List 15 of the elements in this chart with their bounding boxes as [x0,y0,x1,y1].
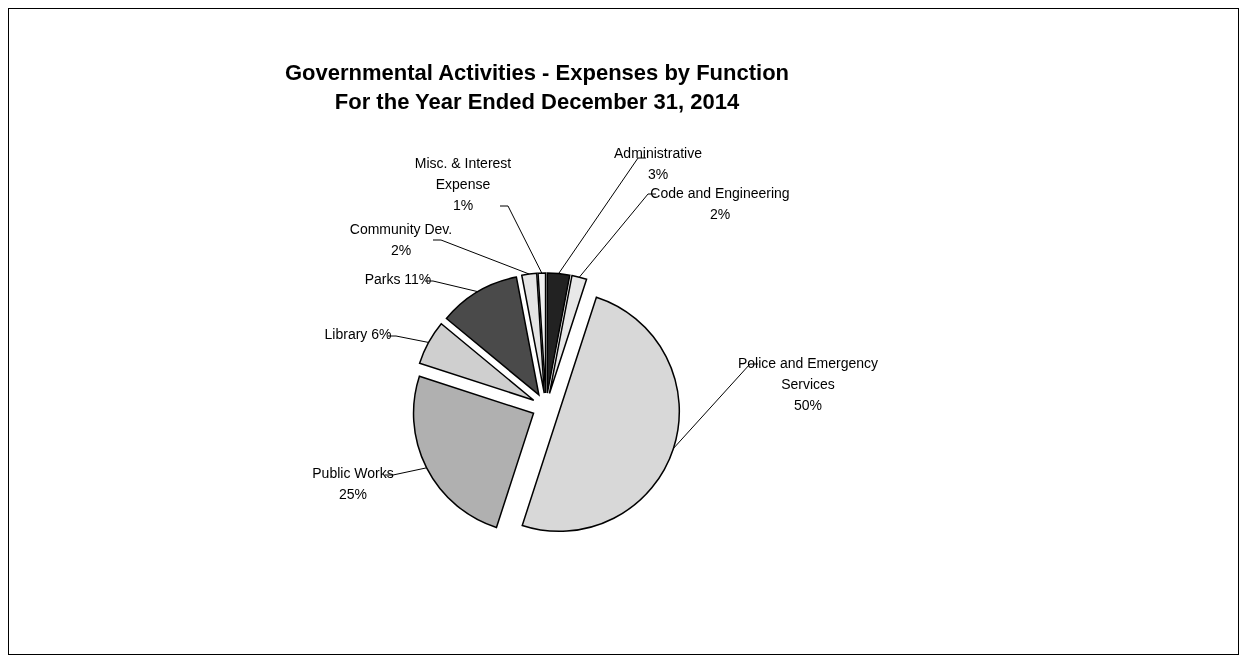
data-label: 50% [793,397,823,413]
chart-title: Governmental Activities - Expenses by Function For the Year Ended December 31, 2014 [284,60,790,114]
data-label: 2% [390,242,412,258]
data-label: 3% [647,166,669,182]
slice-label: Library 6% [324,326,392,342]
data-label: 25% [338,486,368,502]
data-label: 2% [709,206,731,222]
data-label: 1% [452,197,474,213]
slice-label: Code and Engineering [650,185,790,201]
slice-label: Administrative [614,145,703,161]
slice-label: Public Works [312,465,394,481]
slice-label: Misc. & Interest Expense [414,155,512,192]
slice-label: Police and Emergency Services [737,355,879,392]
slice-label: Community Dev. [349,221,453,237]
slice-label: Parks 11% [364,271,432,287]
